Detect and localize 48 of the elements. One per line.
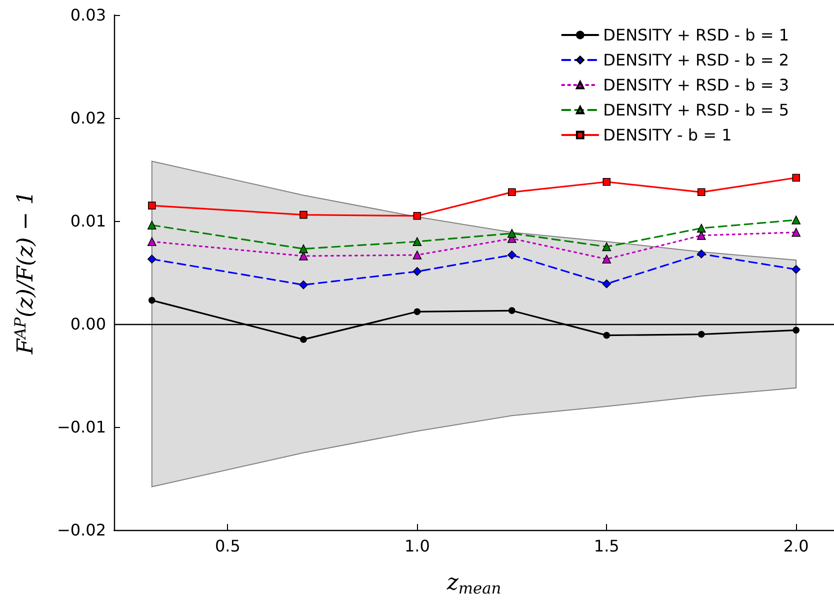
point: [602, 279, 612, 288]
x-tick-label: 0.5: [214, 536, 240, 556]
point: [148, 296, 156, 304]
point: [602, 242, 612, 252]
point: [792, 265, 801, 274]
point: [792, 174, 800, 182]
legend-label: DENSITY + RSD - b = 3: [603, 76, 790, 94]
point: [602, 254, 612, 264]
point: [300, 210, 308, 219]
x-tick-label: 2.0: [783, 536, 809, 556]
y-tick-label: 0.01: [70, 212, 106, 230]
point: [300, 336, 307, 343]
point: [147, 220, 156, 230]
point: [508, 307, 516, 314]
legend-label: DENSITY + RSD - b = 2: [603, 50, 790, 70]
point: [698, 330, 705, 338]
y-tick-label: 0.00: [70, 314, 106, 334]
legend-label: DENSITY + RSD - b = 5: [603, 100, 790, 120]
point: [696, 224, 706, 233]
point: [147, 237, 156, 246]
point: [413, 212, 422, 220]
point: [508, 188, 516, 196]
point: [412, 250, 422, 260]
point: [697, 188, 706, 196]
point: [299, 244, 308, 254]
point: [792, 228, 801, 237]
x-tick-label: 1.5: [594, 536, 620, 556]
point: [412, 267, 422, 276]
point: [507, 228, 516, 238]
y-axis-title: FAP(z)/F(z) − 1: [12, 190, 38, 356]
point: [792, 216, 801, 224]
legend-label: DENSITY - b = 1: [603, 126, 732, 144]
point: [507, 250, 516, 260]
point: [299, 280, 308, 290]
y-tick-label: −0.01: [56, 418, 106, 436]
point: [414, 308, 421, 316]
y-tick-label: 0.03: [70, 6, 106, 24]
y-tick-label: −0.02: [56, 520, 106, 540]
legend-label: DENSITY + RSD - b = 1: [603, 26, 790, 44]
point: [412, 237, 422, 246]
point: [603, 332, 610, 339]
x-tick-label: 1.0: [404, 536, 430, 556]
point: [696, 250, 706, 258]
y-tick-label: 0.02: [70, 108, 106, 128]
point: [792, 326, 800, 334]
point: [147, 254, 156, 264]
point: [602, 178, 611, 186]
point: [148, 202, 156, 210]
